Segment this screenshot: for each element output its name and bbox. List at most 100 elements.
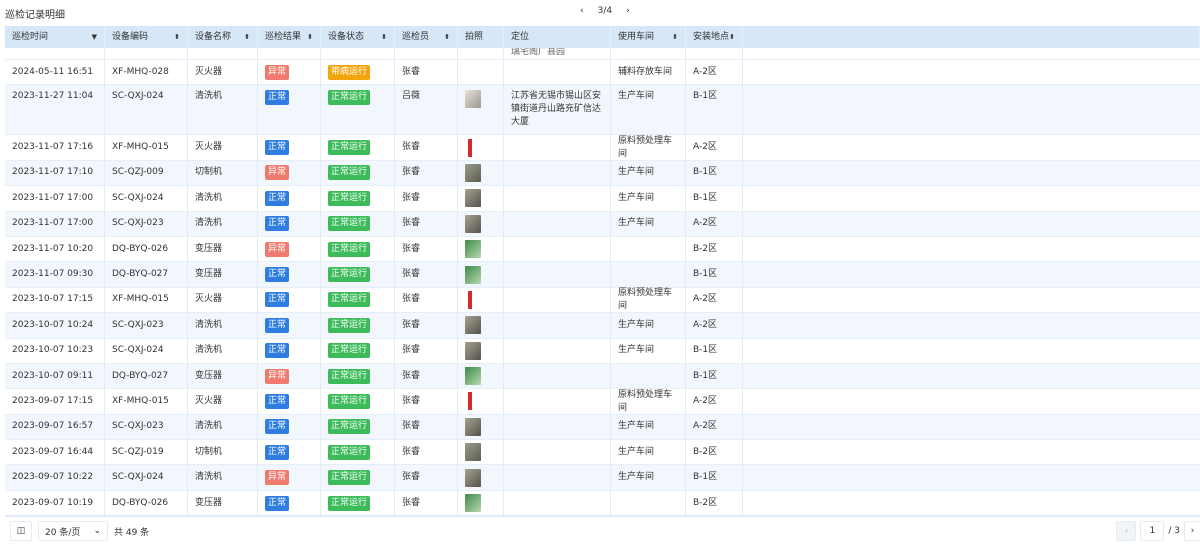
table-row[interactable]: 2023-10-07 17:15 XF-MHQ-015 灭火器 正常 正常运行 … [5, 287, 1200, 314]
column-header[interactable]: 定位 [504, 26, 611, 48]
column-header-label: 设备编码 [112, 31, 149, 42]
status-badge: 正常运行 [328, 267, 371, 283]
table-row[interactable]: 2023-09-07 17:15 XF-MHQ-015 灭火器 正常 正常运行 … [5, 389, 1200, 415]
location-cell: 江苏省无锡市锡山区安镇街道丹山路充矿信达大厦 [504, 85, 611, 135]
sort-desc-icon[interactable]: ▼ [91, 32, 97, 41]
location-cell [504, 389, 611, 414]
result-badge: 异常 [265, 165, 290, 181]
table-row[interactable]: 2023-11-07 17:16 XF-MHQ-015 灭火器 正常 正常运行 … [5, 135, 1200, 161]
name-cell: 变压器 [188, 363, 258, 389]
site-cell: A-2区 [686, 389, 743, 414]
workshop-cell [611, 490, 686, 516]
status-badge: 正常运行 [328, 343, 371, 359]
result-badge: 正常 [265, 292, 290, 308]
photo-thumbnail[interactable] [465, 392, 475, 411]
prev-page-button[interactable]: ‹ [580, 6, 584, 16]
code-cell: SC-QXJ-024 [105, 465, 188, 490]
status-badge: 正常运行 [328, 90, 371, 106]
site-cell: A-2区 [686, 414, 743, 440]
photo-thumbnail[interactable] [465, 494, 481, 513]
photo-thumbnail[interactable] [465, 367, 481, 386]
time-cell: 2023-10-07 17:15 [5, 287, 105, 313]
column-settings-icon[interactable]: ◫ [10, 521, 32, 541]
photo-thumbnail[interactable] [465, 214, 481, 233]
photo-thumbnail[interactable] [465, 443, 481, 462]
code-cell: SC-QZJ-009 [105, 160, 188, 186]
column-header[interactable]: 巡检时间 ▼ [5, 26, 105, 48]
next-page-button[interactable]: › [626, 6, 630, 16]
page-size-select[interactable]: 20 条/页 ⌄ [38, 521, 108, 541]
site-cell: B-1区 [686, 338, 743, 363]
column-header[interactable]: 巡检员 ⬍ [395, 26, 458, 48]
sort-icon[interactable]: ⬍ [307, 32, 313, 41]
column-header[interactable]: 设备名称 ⬍ [188, 26, 258, 48]
prev-page-button[interactable]: ‹ [1116, 521, 1137, 541]
inspector-cell: 张睿 [395, 236, 458, 262]
result-badge: 正常 [265, 393, 290, 409]
photo-thumbnail[interactable] [465, 189, 481, 208]
status-badge: 正常运行 [328, 368, 371, 384]
status-badge: 正常运行 [328, 190, 371, 206]
site-cell: B-1区 [686, 465, 743, 490]
table-row[interactable]: 2023-10-07 09:11 DQ-BYQ-027 变压器 异常 正常运行 … [5, 363, 1200, 390]
location-cell [504, 490, 611, 516]
sort-icon[interactable]: ⬍ [244, 32, 250, 41]
sort-icon[interactable]: ⬍ [729, 32, 735, 41]
photo-thumbnail[interactable] [465, 240, 481, 259]
photo-thumbnail[interactable] [465, 90, 481, 109]
name-cell: 灭火器 [188, 135, 258, 160]
inspector-cell: 张睿 [395, 135, 458, 160]
column-header-label: 巡检时间 [12, 31, 49, 42]
site-cell: A-2区 [686, 313, 743, 338]
workshop-cell [611, 236, 686, 262]
table-row[interactable]: 2023-09-07 10:19 DQ-BYQ-026 变压器 正常 正常运行 … [5, 490, 1200, 516]
time-cell: 2023-09-07 10:19 [5, 490, 105, 516]
result-badge: 异常 [265, 470, 290, 486]
column-header-label: 拍照 [465, 31, 484, 42]
workshop-cell: 生产车间 [611, 211, 686, 236]
column-header[interactable]: 安装地点 ⬍ [686, 26, 743, 48]
table-row[interactable]: 2023-09-07 16:57 SC-QXJ-023 清洗机 正常 正常运行 … [5, 414, 1200, 441]
sort-icon[interactable]: ⬍ [672, 32, 678, 41]
site-cell: B-2区 [686, 490, 743, 516]
photo-thumbnail[interactable] [465, 316, 481, 335]
next-page-button[interactable]: › [1184, 521, 1200, 541]
table-row[interactable]: 2023-11-07 10:20 DQ-BYQ-026 变压器 异常 正常运行 … [5, 236, 1200, 263]
name-cell: 清洗机 [188, 414, 258, 440]
table-row[interactable]: 2024-05-11 16:51 XF-MHQ-028 灭火器 异常 带病运行 … [5, 60, 1200, 86]
column-header[interactable]: 巡检结果 ⬍ [258, 26, 321, 48]
column-header[interactable]: 设备编码 ⬍ [105, 26, 188, 48]
photo-thumbnail[interactable] [465, 468, 481, 487]
page-input[interactable]: 1 [1140, 521, 1165, 541]
time-cell: 2023-11-07 17:00 [5, 186, 105, 211]
result-badge: 正常 [265, 140, 290, 156]
total-count: 共 49 条 [114, 527, 150, 538]
photo-thumbnail[interactable] [465, 138, 475, 157]
column-header[interactable]: 拍照 [458, 26, 504, 48]
site-cell: A-2区 [686, 60, 743, 85]
photo-thumbnail[interactable] [465, 417, 481, 436]
table-row[interactable]: 2023-11-07 09:30 DQ-BYQ-027 变压器 正常 正常运行 … [5, 262, 1200, 288]
table-row[interactable]: 2023-09-07 10:22 SC-QXJ-024 清洗机 异常 正常运行 … [5, 465, 1200, 491]
table-row[interactable]: 2023-10-07 10:24 SC-QXJ-023 清洗机 正常 正常运行 … [5, 313, 1200, 339]
photo-thumbnail[interactable] [465, 290, 475, 309]
column-header[interactable]: 使用车间 ⬍ [611, 26, 686, 48]
sort-icon[interactable]: ⬍ [174, 32, 180, 41]
table-row[interactable]: 2023-10-07 10:23 SC-QXJ-024 清洗机 正常 正常运行 … [5, 338, 1200, 364]
location-cell [504, 262, 611, 287]
table-row[interactable]: 2023-09-07 16:44 SC-QZJ-019 切制机 正常 正常运行 … [5, 440, 1200, 466]
table-row[interactable]: 2023-11-07 17:00 SC-QXJ-023 清洗机 正常 正常运行 … [5, 211, 1200, 237]
location-cell [504, 338, 611, 363]
table-row[interactable]: 2023-11-07 17:00 SC-QXJ-024 清洗机 正常 正常运行 … [5, 186, 1200, 212]
status-badge: 正常运行 [328, 419, 371, 435]
table-row[interactable]: 2023-11-07 17:10 SC-QZJ-009 切制机 异常 正常运行 … [5, 160, 1200, 187]
table-row[interactable]: 2023-11-27 11:04 SC-QXJ-024 清洗机 正常 正常运行 … [5, 85, 1200, 136]
photo-thumbnail[interactable] [465, 265, 481, 284]
location-cell [504, 135, 611, 160]
photo-thumbnail[interactable] [465, 163, 481, 182]
sort-icon[interactable]: ⬍ [381, 32, 387, 41]
sort-icon[interactable]: ⬍ [444, 32, 450, 41]
column-header[interactable]: 设备状态 ⬍ [321, 26, 395, 48]
photo-thumbnail[interactable] [465, 341, 481, 360]
result-badge: 异常 [265, 64, 290, 80]
